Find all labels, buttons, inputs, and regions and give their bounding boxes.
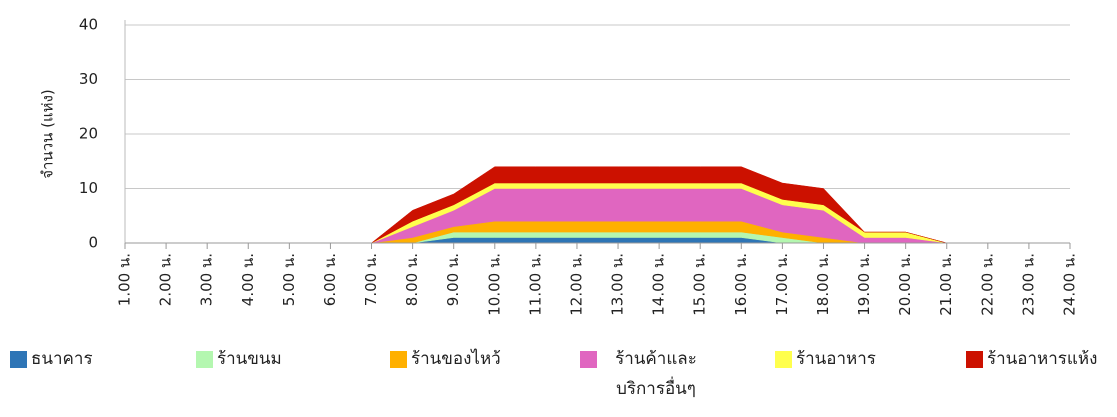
- legend-item: ร้านค้าและบริการอื่นๆ: [580, 348, 711, 404]
- legend-label: ร้านอาหารแห้ง: [987, 349, 1098, 369]
- legend-swatch: [196, 351, 213, 368]
- x-tick-label: 16.00 น.: [732, 253, 750, 316]
- y-tick-label: 30: [79, 70, 98, 88]
- x-tick-label: 20.00 น.: [896, 253, 914, 316]
- legend-swatch: [580, 351, 597, 368]
- x-tick-label: 7.00 น.: [362, 253, 380, 306]
- area: [125, 166, 1070, 244]
- legend-item: ร้านอาหาร: [775, 348, 876, 374]
- legend-item: ธนาคาร: [10, 348, 93, 374]
- x-tick-label: 9.00 น.: [444, 253, 462, 306]
- x-tick-label: 18.00 น.: [814, 253, 832, 316]
- x-tick-label: 11.00 น.: [526, 253, 544, 316]
- legend-label: ธนาคาร: [31, 349, 93, 369]
- x-tick-label: 24.00 น.: [1061, 253, 1079, 316]
- x-tick-label: 13.00 น.: [609, 253, 627, 316]
- x-tick-label: 4.00 น.: [239, 253, 257, 306]
- y-tick-label: 10: [79, 179, 98, 197]
- legend-swatch: [966, 351, 983, 368]
- x-tick-label: 2.00 น.: [157, 253, 175, 306]
- legend-swatch: [775, 351, 792, 368]
- x-tick-label: 15.00 น.: [691, 253, 709, 316]
- x-tick-label: 19.00 น.: [855, 253, 873, 316]
- legend-label: ร้านค้าและบริการอื่นๆ: [615, 349, 697, 399]
- y-tick-label: 0: [88, 234, 98, 252]
- x-tick-label: 14.00 น.: [650, 253, 668, 316]
- y-tick-label: 20: [79, 125, 98, 143]
- x-tick-label: 8.00 น.: [403, 253, 421, 306]
- x-tick-label: 12.00 น.: [567, 253, 585, 316]
- chart: จำนวน (แห่ง) 0 10 20 30 40 1.00 น. 2.00 น. 3.00…: [39, 16, 1079, 316]
- y-axis-label: จำนวน (แห่ง): [39, 89, 57, 179]
- legend-swatch: [10, 351, 27, 368]
- x-tick-label: 10.00 น.: [485, 253, 503, 316]
- x-tick-label: 22.00 น.: [978, 253, 996, 316]
- x-tick-label: 5.00 น.: [280, 253, 298, 306]
- legend-label: ร้านของไหว้: [411, 349, 501, 369]
- legend-item: ร้านอาหารแห้ง: [966, 348, 1097, 374]
- legend-item: ร้านของไหว้: [390, 348, 501, 374]
- x-tick-label: 17.00 น.: [773, 253, 791, 316]
- x-tick-label: 6.00 น.: [321, 253, 339, 306]
- x-tick-label: 23.00 น.: [1019, 253, 1037, 316]
- x-tick-label: 3.00 น.: [198, 253, 216, 306]
- legend: ธนาคาร ร้านขนม ร้านของไหว้ ร้านค้าและบริการ…: [0, 348, 1117, 417]
- x-tick-label: 1.00 น.: [116, 253, 134, 306]
- legend-swatch: [390, 351, 407, 368]
- x-tick-label: 21.00 น.: [937, 253, 955, 316]
- legend-item: ร้านขนม: [196, 348, 282, 374]
- legend-label: ร้านอาหาร: [796, 349, 876, 369]
- y-tick-label: 40: [79, 16, 98, 34]
- legend-label: ร้านขนม: [217, 349, 282, 369]
